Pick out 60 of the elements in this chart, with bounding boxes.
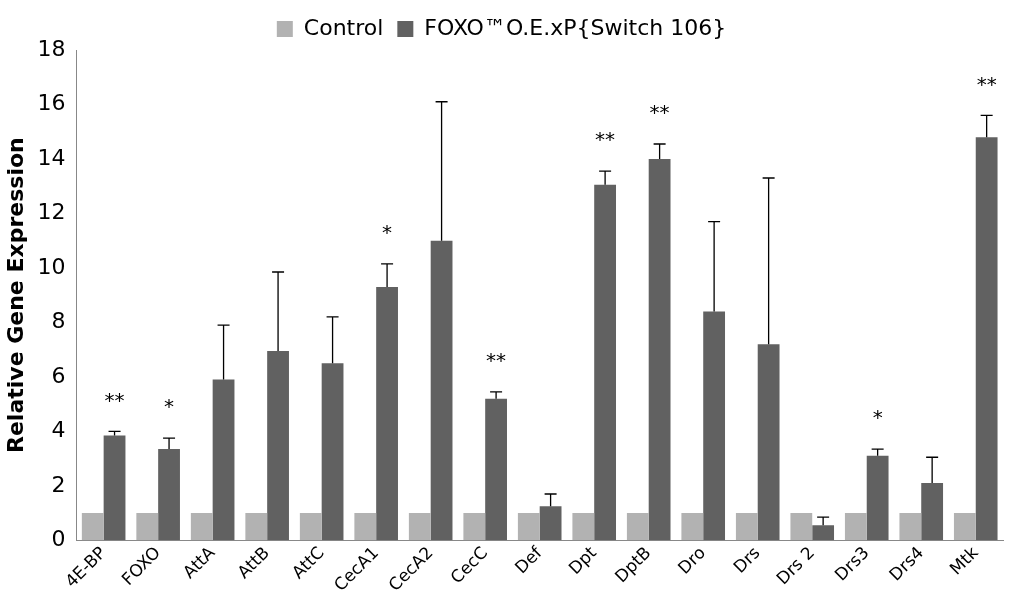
y-tick-label: 12 xyxy=(37,199,66,225)
bar xyxy=(953,513,976,541)
annotation: ** xyxy=(486,348,507,373)
bar xyxy=(267,350,289,541)
bar xyxy=(866,455,889,541)
bar xyxy=(354,513,377,541)
y-axis-title: Relative Gene Expression xyxy=(2,137,28,453)
bar xyxy=(844,513,867,541)
annotation: ** xyxy=(595,127,616,152)
legend-label: FOXO™O.E.xP{Switch 106} xyxy=(424,14,727,40)
x-tick-label: Dro xyxy=(673,542,710,578)
bar xyxy=(212,379,235,541)
bar xyxy=(975,137,998,541)
bar xyxy=(539,506,562,541)
x-tick-label: Mtk xyxy=(945,542,982,579)
bar xyxy=(321,363,344,541)
annotation: ** xyxy=(104,387,125,412)
y-tick-label: 0 xyxy=(51,526,66,552)
bar xyxy=(299,513,322,541)
x-tick-label: Drs 2 xyxy=(772,542,819,589)
y-tick-label: 8 xyxy=(51,308,66,334)
y-tick-label: 10 xyxy=(37,253,66,279)
bar xyxy=(81,513,104,541)
y-tick-label: 16 xyxy=(37,90,66,116)
bar xyxy=(158,449,180,541)
bar xyxy=(921,483,944,541)
y-tick-label: 2 xyxy=(51,471,66,497)
y-tick-label: 18 xyxy=(37,35,66,61)
bar xyxy=(648,158,671,541)
bar xyxy=(899,513,922,541)
x-tick-label: Dpt xyxy=(564,542,601,579)
annotation: ** xyxy=(649,100,670,125)
annotation: * xyxy=(872,405,883,430)
annotation: * xyxy=(164,394,175,419)
x-tick-label: Drs xyxy=(729,542,764,577)
y-tick-label: 4 xyxy=(51,417,66,443)
y-tick-label: 6 xyxy=(51,362,66,388)
bar xyxy=(626,513,649,541)
legend-label: Control xyxy=(303,14,384,40)
bar xyxy=(190,513,213,541)
bar xyxy=(594,184,617,541)
bar xyxy=(136,513,159,541)
annotation: ** xyxy=(976,71,997,96)
bar xyxy=(485,398,507,541)
bar xyxy=(430,240,453,541)
bar xyxy=(245,513,268,541)
bar xyxy=(408,513,431,541)
bar xyxy=(463,513,486,541)
y-tick-label: 14 xyxy=(37,144,66,170)
bar xyxy=(103,435,126,541)
bar xyxy=(757,344,780,541)
bar xyxy=(790,513,813,541)
bar xyxy=(735,513,758,541)
bar xyxy=(681,513,704,541)
bar xyxy=(517,513,540,541)
annotation: * xyxy=(382,220,393,245)
bar xyxy=(376,286,398,541)
bar xyxy=(812,525,835,541)
bar xyxy=(572,513,595,541)
bar xyxy=(703,311,726,541)
